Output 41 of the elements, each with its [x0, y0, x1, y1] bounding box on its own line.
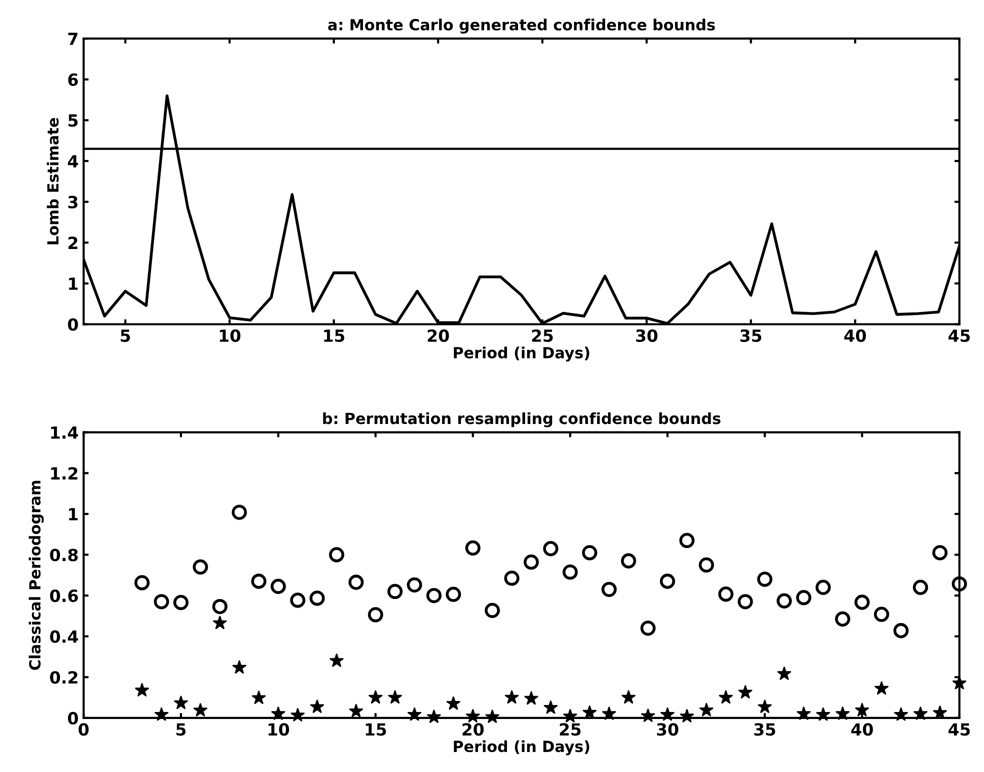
x-tick-label: 35 — [740, 329, 762, 342]
y-tick-label: 0.8 — [50, 548, 78, 562]
x-axis-title: Period (in Days) — [454, 740, 590, 756]
y-tick-label: 6 — [68, 73, 78, 86]
y-tick-label: 4 — [68, 155, 78, 168]
y-tick-label: 0 — [68, 712, 78, 725]
x-tick-label: 15 — [324, 330, 344, 342]
y-tick-label: 3 — [68, 196, 78, 208]
x-tick-label: 10 — [268, 723, 290, 736]
x-tick-label: 40 — [844, 329, 866, 342]
y-tick-label: 7 — [68, 32, 78, 45]
y-tick-label: 0.2 — [50, 671, 78, 684]
x-tick-label: 30 — [636, 329, 658, 342]
x-tick-label: 5 — [176, 723, 186, 736]
x-tick-label: 10 — [220, 329, 240, 342]
y-axis-title: Classical Periodogram — [28, 480, 44, 670]
y-tick-label: 0.4 — [50, 630, 78, 643]
x-tick-label: 25 — [560, 723, 581, 736]
y-tick-label: 0.6 — [50, 590, 78, 602]
y-axis-title: Lomb Estimate — [46, 118, 59, 244]
x-tick-label: 40 — [851, 723, 873, 736]
chart-title: b: Permutation resampling confidence bounds — [323, 412, 720, 428]
x-axis-title: Period (in Days) — [454, 346, 590, 362]
x-tick-label: 20 — [428, 329, 449, 342]
x-tick-label: 30 — [657, 723, 678, 736]
y-tick-label: 2 — [68, 236, 78, 249]
y-tick-label: 1.4 — [51, 426, 78, 439]
x-tick-label: 25 — [532, 329, 553, 342]
x-tick-label: 20 — [462, 723, 484, 736]
x-tick-label: 0 — [78, 723, 89, 736]
x-tick-label: 15 — [366, 723, 386, 736]
chart-title: a: Monte Carlo generated confidence bounds — [328, 18, 715, 34]
x-tick-label: 45 — [948, 330, 970, 342]
y-tick-label: 1 — [69, 278, 78, 290]
y-tick-label: 1.2 — [51, 467, 78, 480]
y-tick-label: 1 — [69, 508, 78, 520]
x-tick-label: 45 — [948, 723, 970, 736]
y-tick-label: 5 — [68, 114, 78, 127]
y-tick-label: 0 — [68, 318, 78, 331]
x-tick-label: 35 — [754, 723, 776, 736]
x-tick-label: 5 — [120, 330, 130, 342]
